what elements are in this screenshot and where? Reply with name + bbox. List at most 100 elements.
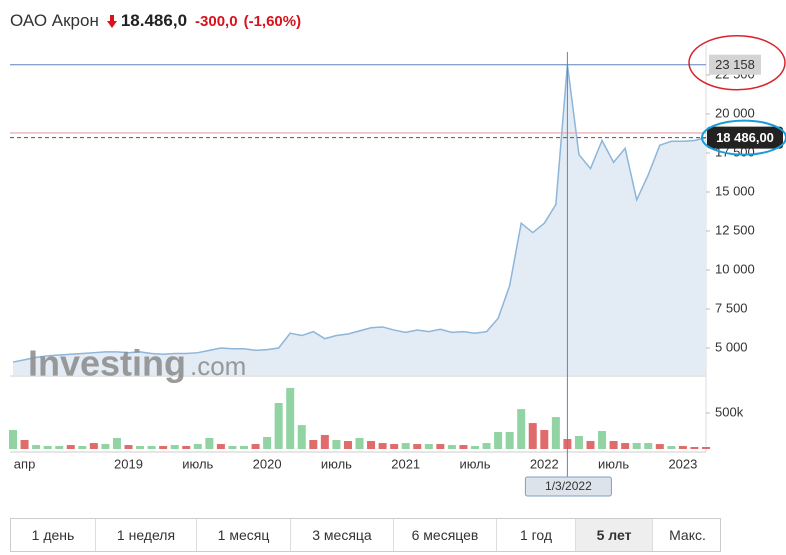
- volume-bar: [9, 430, 17, 449]
- volume-bar: [459, 445, 468, 449]
- volume-bar: [540, 430, 549, 449]
- volume-bar: [216, 444, 225, 449]
- volume-bar: [574, 435, 583, 449]
- volume-bar: [332, 440, 341, 449]
- volume-bar: [159, 445, 168, 449]
- volume-bar: [101, 444, 110, 449]
- y-tick-label: 5 000: [715, 339, 748, 354]
- volume-bar: [170, 445, 179, 449]
- crosshair-value-label: 23 158: [715, 57, 755, 72]
- volume-bar: [309, 440, 318, 449]
- range-button[interactable]: 1 месяц: [197, 519, 291, 551]
- range-button[interactable]: 6 месяцев: [394, 519, 497, 551]
- volume-bar: [320, 434, 329, 449]
- range-button[interactable]: 1 год: [497, 519, 576, 551]
- crosshair-date-box: [524, 476, 612, 497]
- last-price-box: [707, 126, 783, 149]
- volume-bar: [482, 443, 491, 449]
- volume-bar: [644, 443, 653, 449]
- volume-bar: [667, 445, 676, 449]
- volume-bar: [124, 445, 133, 449]
- volume-bar: [136, 445, 145, 449]
- volume-bar: [66, 445, 75, 449]
- x-tick-label: июль: [182, 456, 213, 471]
- range-button[interactable]: 5 лет: [576, 519, 653, 551]
- volume-bar: [424, 444, 433, 449]
- y-tick-label: 15 000: [715, 183, 755, 198]
- volume-bar: [78, 445, 87, 449]
- volume-bar: [263, 436, 272, 449]
- down-arrow: [106, 14, 117, 28]
- volume-bar: [193, 444, 202, 449]
- highlight-circle: [701, 119, 786, 156]
- y-tick-label: 12 500: [715, 222, 755, 237]
- x-tick-label: апр: [14, 456, 36, 471]
- x-tick-label: 2023: [668, 456, 697, 471]
- volume-bar: [390, 444, 399, 449]
- volume-bar: [586, 441, 595, 449]
- x-tick-label: 2022: [530, 456, 559, 471]
- volume-bar: [471, 445, 479, 449]
- crosshair-date-label: 1/3/2022: [545, 479, 592, 493]
- x-tick-label: 2020: [253, 456, 282, 471]
- volume-bar: [240, 445, 248, 449]
- watermark: Investing: [28, 343, 186, 384]
- volume-bar: [355, 438, 364, 449]
- watermark: .com: [190, 351, 246, 381]
- x-tick-label: июль: [321, 456, 352, 471]
- volume-bar: [20, 440, 29, 449]
- y-tick-label: 7 500: [715, 300, 748, 315]
- volume-bar: [286, 387, 295, 449]
- price: 18.486,0: [120, 11, 188, 30]
- change-percent: (-1,60%): [243, 12, 302, 30]
- volume-bar: [182, 445, 191, 449]
- y-tick-label: 20 000: [715, 105, 755, 120]
- x-tick-label: 2019: [114, 456, 143, 471]
- volume-bar: [678, 445, 687, 449]
- range-buttons: 1 день 1 неделя 1 месяц 3 месяца 6 месяцев 1 …: [10, 518, 721, 552]
- volume-bar: [32, 445, 41, 449]
- volume-bar: [494, 432, 503, 449]
- range-button[interactable]: 1 неделя: [96, 519, 197, 551]
- volume-bar: [702, 446, 710, 449]
- volume-bar: [690, 446, 699, 449]
- volume-bar: [343, 441, 352, 449]
- range-button[interactable]: Макс.: [669, 527, 706, 543]
- volume-bar: [297, 425, 306, 449]
- volume-bar: [551, 417, 560, 449]
- range-button[interactable]: 1 день: [11, 519, 96, 551]
- volume-bar: [528, 423, 537, 449]
- volume-bar: [413, 444, 422, 449]
- volume-bar: [55, 445, 64, 449]
- y-tick-label: 500k: [715, 405, 744, 420]
- volume-bar: [367, 441, 376, 449]
- volume-bar: [621, 443, 630, 449]
- volume-bar: [632, 443, 641, 449]
- volume-bar: [609, 441, 618, 449]
- volume-bar: [447, 445, 456, 449]
- volume-bar: [598, 431, 607, 449]
- volume-bar: [112, 438, 121, 449]
- highlight-circle: [688, 34, 786, 91]
- volume-bar: [43, 445, 52, 449]
- volume-bar: [655, 444, 664, 449]
- price-area: [13, 64, 706, 376]
- instrument-name: ОАО Акрон: [10, 11, 99, 30]
- x-tick-label: июль: [459, 456, 490, 471]
- volume-bar: [205, 438, 214, 449]
- volume-bar: [436, 444, 445, 449]
- price-line: [12, 64, 707, 363]
- volume-bar: [89, 443, 98, 449]
- volume-bar: [378, 443, 387, 449]
- volume-bar: [517, 409, 526, 449]
- range-button[interactable]: 3 месяца: [291, 519, 394, 551]
- volume-bar: [274, 403, 283, 449]
- volume-bar: [147, 445, 156, 449]
- change: -300,0: [195, 12, 238, 30]
- crosshair-value-box: [709, 54, 761, 75]
- volume-bar: [251, 444, 260, 449]
- x-tick-label: июль: [598, 456, 629, 471]
